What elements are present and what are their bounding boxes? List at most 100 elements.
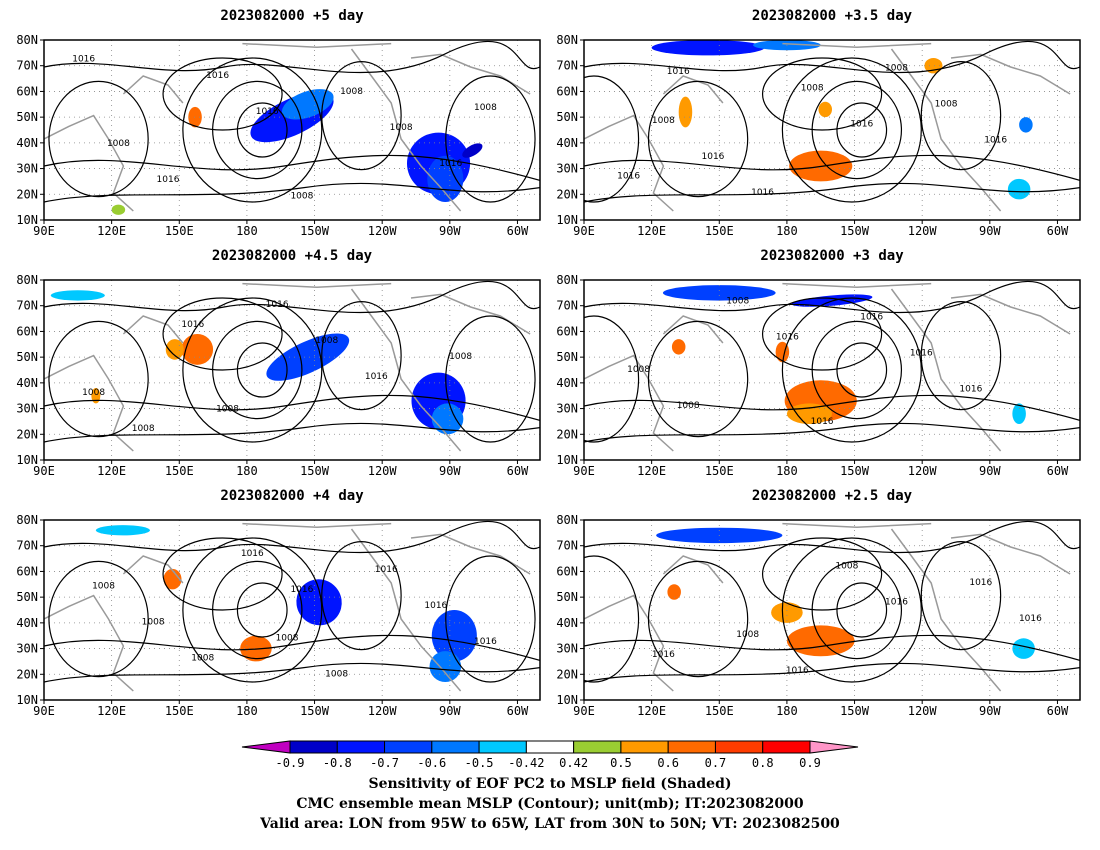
mslp-contour bbox=[44, 394, 540, 421]
lat-tick-label: 40N bbox=[556, 136, 578, 150]
lat-tick-label: 40N bbox=[16, 616, 38, 630]
mslp-contour bbox=[761, 297, 883, 371]
panel-title: 2023082000 +3.5 day bbox=[752, 8, 913, 24]
mslp-contour bbox=[236, 102, 288, 158]
colorbar-tick-label: -0.6 bbox=[417, 756, 446, 770]
coastline bbox=[890, 48, 1002, 212]
map-frame bbox=[583, 279, 1081, 461]
map-frame bbox=[583, 39, 1081, 221]
colorbar-swatch bbox=[714, 740, 764, 754]
mslp-contour bbox=[182, 57, 323, 203]
lat-tick-label: 60N bbox=[556, 84, 578, 98]
contour-label: 1016 bbox=[439, 159, 462, 169]
mslp-contour bbox=[836, 582, 888, 638]
lon-tick-label: 60W bbox=[1047, 704, 1069, 718]
lon-tick-label: 150E bbox=[705, 464, 734, 478]
map-panel: 1016 1016 1016 1016 1008 1016 1008 1008 1008 1008… bbox=[16, 8, 541, 238]
map-panel: 1016 1016 1016 1008 1016 1016 1008 1016 1008 1008… bbox=[556, 8, 1081, 238]
contour-label: 1008 bbox=[82, 388, 105, 398]
contour-label: 1016 bbox=[290, 585, 313, 595]
mslp-contour bbox=[647, 320, 749, 438]
contour-label: 1016 bbox=[206, 71, 229, 81]
lon-tick-label: 120E bbox=[637, 464, 666, 478]
mslp-contour bbox=[761, 537, 883, 611]
lon-tick-label: 90E bbox=[33, 224, 55, 238]
mslp-contour bbox=[584, 422, 1080, 443]
lat-tick-label: 30N bbox=[556, 402, 578, 416]
mslp-contour bbox=[584, 280, 1080, 314]
lon-tick-label: 90W bbox=[979, 704, 1001, 718]
lat-tick-label: 50N bbox=[16, 110, 38, 124]
sensitivity-shading bbox=[1012, 638, 1035, 659]
contour-label: 1008 bbox=[736, 630, 759, 640]
lon-tick-label: 90E bbox=[573, 224, 595, 238]
mslp-contour bbox=[445, 555, 536, 683]
lat-tick-label: 20N bbox=[16, 427, 38, 441]
sensitivity-shading bbox=[1012, 403, 1026, 425]
lon-tick-label: 150W bbox=[300, 224, 330, 238]
mslp-contour bbox=[321, 301, 402, 411]
contour-label: 1016 bbox=[241, 549, 264, 559]
lat-tick-label: 70N bbox=[556, 539, 578, 553]
lon-tick-label: 180 bbox=[236, 464, 258, 478]
contour-label: 1016 bbox=[157, 175, 180, 185]
contour-label: 1016 bbox=[181, 320, 204, 330]
colorbar-tick-label: -0.42 bbox=[508, 756, 544, 770]
sensitivity-shading bbox=[462, 143, 483, 158]
mslp-contour bbox=[182, 537, 323, 683]
lat-tick-label: 20N bbox=[556, 427, 578, 441]
coastline bbox=[662, 75, 724, 104]
mslp-contour bbox=[44, 422, 540, 443]
coastline bbox=[44, 594, 134, 692]
lat-tick-label: 80N bbox=[16, 273, 38, 287]
contour-label: 1008 bbox=[92, 581, 115, 591]
map-frame bbox=[43, 279, 541, 461]
mslp-contour bbox=[445, 315, 536, 443]
lon-tick-label: 90W bbox=[979, 464, 1001, 478]
mslp-contour bbox=[162, 537, 283, 611]
lon-tick-label: 120E bbox=[97, 224, 126, 238]
colorbar-swatch bbox=[525, 740, 575, 754]
coastline bbox=[350, 528, 462, 692]
colorbar-tick-label: 0.42 bbox=[559, 756, 588, 770]
coastline bbox=[950, 293, 1071, 335]
colorbar-swatch bbox=[289, 740, 338, 754]
lon-tick-label: 120E bbox=[637, 704, 666, 718]
lat-tick-label: 20N bbox=[16, 667, 38, 681]
lon-tick-label: 120W bbox=[908, 464, 938, 478]
lat-tick-label: 70N bbox=[556, 299, 578, 313]
lon-tick-label: 150W bbox=[840, 224, 870, 238]
mslp-contour bbox=[781, 537, 922, 683]
lat-tick-label: 30N bbox=[556, 162, 578, 176]
colorbar-tick-label: -0.9 bbox=[276, 756, 305, 770]
mslp-contour bbox=[584, 40, 1080, 74]
mslp-contour bbox=[920, 60, 1002, 171]
mslp-contour bbox=[584, 182, 1080, 203]
lon-tick-label: 90E bbox=[33, 704, 55, 718]
colorbar-swatch bbox=[431, 740, 480, 754]
colorbar-swatch bbox=[384, 740, 433, 754]
sensitivity-shading bbox=[91, 388, 101, 404]
lat-tick-label: 10N bbox=[16, 453, 38, 467]
lat-tick-label: 30N bbox=[16, 402, 38, 416]
map-frame bbox=[43, 39, 541, 221]
contour-label: 1008 bbox=[801, 83, 824, 93]
mslp-contour bbox=[48, 80, 149, 198]
mslp-contour bbox=[761, 57, 883, 131]
lon-tick-label: 120E bbox=[637, 224, 666, 238]
contour-label: 1016 bbox=[652, 650, 675, 660]
map-panel: 1016 1016 1008 1008 1008 1016 1008 1008 20230820… bbox=[16, 248, 541, 478]
mslp-contour bbox=[44, 280, 540, 314]
lon-tick-label: 120W bbox=[908, 224, 938, 238]
contour-label: 1008 bbox=[627, 365, 650, 375]
sensitivity-shading bbox=[95, 525, 150, 536]
panel-title: 2023082000 +4 day bbox=[220, 488, 364, 504]
coastline bbox=[662, 315, 724, 344]
lon-tick-label: 150E bbox=[165, 464, 194, 478]
mslp-contour bbox=[920, 301, 1002, 411]
colorbar-swatch bbox=[336, 740, 386, 754]
mslp-contour bbox=[44, 182, 540, 203]
coastline bbox=[350, 48, 462, 212]
contour-label: 1016 bbox=[751, 188, 774, 198]
